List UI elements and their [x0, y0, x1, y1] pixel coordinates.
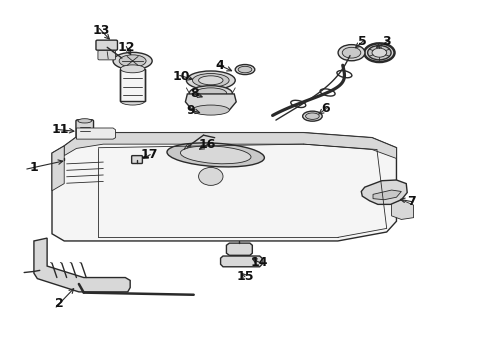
Text: 17: 17	[141, 148, 158, 161]
Text: 4: 4	[215, 59, 224, 72]
Polygon shape	[373, 190, 401, 200]
Ellipse shape	[186, 71, 235, 90]
Text: 13: 13	[92, 24, 110, 37]
Ellipse shape	[368, 45, 391, 60]
Ellipse shape	[167, 143, 265, 167]
Ellipse shape	[235, 64, 255, 75]
Ellipse shape	[119, 55, 146, 67]
Text: 11: 11	[51, 123, 69, 136]
FancyBboxPatch shape	[121, 69, 145, 101]
Text: 10: 10	[173, 69, 190, 82]
Ellipse shape	[338, 45, 365, 61]
Ellipse shape	[193, 73, 229, 87]
Ellipse shape	[113, 52, 152, 69]
Polygon shape	[185, 94, 236, 110]
FancyBboxPatch shape	[76, 120, 94, 138]
Polygon shape	[361, 180, 407, 204]
Polygon shape	[52, 146, 64, 191]
Ellipse shape	[342, 47, 361, 58]
Ellipse shape	[306, 113, 319, 120]
FancyBboxPatch shape	[96, 40, 118, 50]
Text: 9: 9	[186, 104, 195, 117]
Ellipse shape	[372, 48, 387, 57]
Ellipse shape	[121, 97, 145, 105]
Text: 3: 3	[382, 35, 391, 49]
Text: 15: 15	[236, 270, 254, 283]
Text: 6: 6	[321, 103, 330, 116]
Polygon shape	[52, 133, 396, 241]
Text: 16: 16	[198, 138, 216, 151]
Ellipse shape	[303, 111, 322, 121]
Ellipse shape	[78, 134, 92, 138]
Ellipse shape	[238, 66, 252, 73]
Circle shape	[198, 167, 223, 185]
Polygon shape	[64, 133, 396, 158]
Polygon shape	[226, 243, 252, 255]
Text: 2: 2	[55, 297, 64, 310]
FancyBboxPatch shape	[98, 50, 116, 60]
Ellipse shape	[195, 88, 227, 99]
Text: 7: 7	[407, 195, 416, 208]
Text: 8: 8	[190, 87, 198, 100]
Text: 12: 12	[118, 41, 136, 54]
Text: 1: 1	[29, 161, 38, 174]
Ellipse shape	[189, 86, 232, 101]
Text: 5: 5	[358, 35, 367, 49]
FancyBboxPatch shape	[132, 156, 143, 163]
Ellipse shape	[78, 119, 92, 123]
Polygon shape	[34, 238, 130, 292]
Polygon shape	[76, 128, 116, 139]
Text: 14: 14	[251, 256, 269, 269]
Polygon shape	[392, 200, 414, 220]
Polygon shape	[184, 144, 191, 149]
Ellipse shape	[192, 105, 229, 115]
Ellipse shape	[198, 76, 223, 85]
Ellipse shape	[180, 146, 251, 164]
Polygon shape	[220, 256, 262, 267]
Ellipse shape	[364, 43, 394, 62]
Ellipse shape	[121, 65, 145, 73]
